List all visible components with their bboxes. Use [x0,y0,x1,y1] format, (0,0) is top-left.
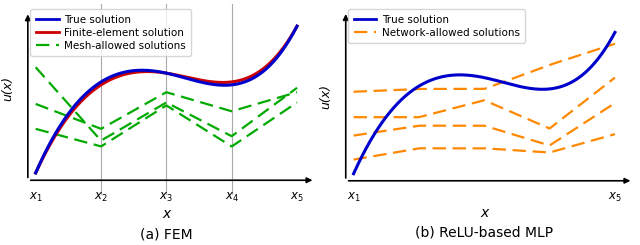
Legend: True solution, Network-allowed solutions: True solution, Network-allowed solutions [348,9,525,43]
Text: $x_2$: $x_2$ [94,191,108,204]
Text: $x_1$: $x_1$ [29,191,42,204]
Text: $x_1$: $x_1$ [347,191,360,204]
Text: u(x): u(x) [2,76,15,101]
Text: (b) ReLU-based MLP: (b) ReLU-based MLP [415,226,554,240]
Text: x: x [162,207,170,221]
Text: $x_5$: $x_5$ [290,191,304,204]
Text: x: x [480,206,488,220]
Text: (a) FEM: (a) FEM [140,227,193,241]
Text: $x_4$: $x_4$ [225,191,239,204]
Text: u(x): u(x) [320,84,333,109]
Text: $x_3$: $x_3$ [159,191,173,204]
Text: $x_5$: $x_5$ [608,191,622,204]
Legend: True solution, Finite-element solution, Mesh-allowed solutions: True solution, Finite-element solution, … [31,9,191,56]
